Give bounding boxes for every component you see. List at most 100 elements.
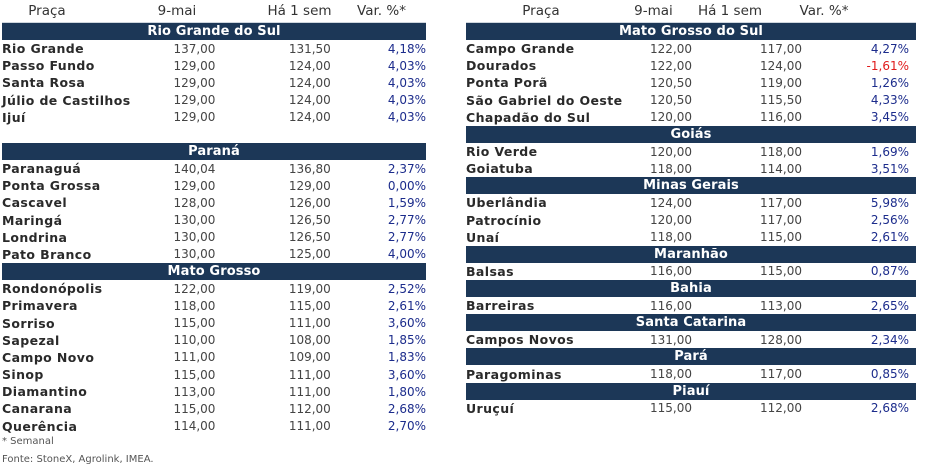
price-week-ago: 118,00 [760,144,802,159]
place-name: Balsas [466,263,514,279]
price-current: 124,00 [650,195,692,210]
region-title: Maranhão [466,245,916,263]
place-name: Paranaguá [2,161,82,177]
price-current: 137,00 [173,41,216,56]
place-name: Campo Novo [2,349,95,365]
place-name: Campos Novos [466,332,574,348]
price-week-ago: 126,50 [288,230,331,245]
price-current: 120,50 [650,93,692,108]
price-current: 111,00 [173,350,216,365]
table-row: Londrina 130,00 126,50 2,77% [2,229,426,246]
region-section: Mato Grosso do Sul Campo Grande 122,00 117,… [466,23,916,126]
table-row: Ponta Porã 120,50 119,00 1,26% [466,74,916,91]
variation-percent: 2,68% [870,401,909,416]
header-week: Há 1 sem [697,3,763,19]
table-row: Campo Grande 122,00 117,00 4,27% [466,40,916,57]
price-current: 122,00 [173,281,216,296]
price-week-ago: 115,00 [760,264,802,279]
price-current: 120,00 [650,110,692,125]
variation-percent: 4,33% [870,93,909,108]
variation-percent: 2,34% [870,332,909,347]
table-row: Campo Novo 111,00 109,00 1,83% [2,349,426,366]
place-name: Rio Verde [466,144,538,160]
table-row: Rio Verde 120,00 118,00 1,69% [466,143,916,160]
place-name: Ponta Porã [466,75,548,91]
table-row: Paranaguá 140,04 136,80 2,37% [2,160,426,177]
place-name: Unaí [466,229,500,245]
price-week-ago: 128,00 [760,332,802,347]
region-section: Pará Paragominas 118,00 117,00 0,85% [466,348,916,382]
price-current: 120,00 [650,144,692,159]
place-name: Uberlândia [466,195,548,211]
price-week-ago: 124,00 [288,110,331,125]
place-name: Rio Grande [2,41,85,57]
region-section: Bahia Barreiras 116,00 113,00 2,65% [466,280,916,314]
variation-percent: 4,03% [387,110,427,125]
table-row: Júlio de Castilhos 129,00 124,00 4,03% [2,92,426,109]
price-current: 130,00 [173,230,216,245]
price-week-ago: 124,00 [760,58,802,73]
price-week-ago: 117,00 [760,213,802,228]
region-title: Pará [466,348,916,366]
table-row: Querência 114,00 111,00 2,70% [2,418,426,435]
variation-percent: 2,52% [387,281,427,296]
region-section: Maranhão Balsas 116,00 115,00 0,87% [466,245,916,280]
region-section: Minas Gerais Uberlândia 124,00 117,00 5,98% P… [466,177,916,246]
place-name: Barreiras [466,298,535,314]
price-week-ago: 117,00 [760,195,802,210]
blank-row [2,126,426,143]
region-title: Rio Grande do Sul [2,23,426,40]
table-row: Primavera 118,00 115,00 2,61% [2,297,426,314]
price-week-ago: 111,00 [288,419,331,434]
region-section: Piauí Uruçuí 115,00 112,00 2,68% [466,382,916,417]
place-name: Ijuí [2,109,26,125]
table-row: Dourados 122,00 124,00 -1,61% [466,57,916,74]
variation-percent: 1,59% [387,195,427,210]
header-date: 9-mai [634,3,673,19]
variation-percent: 2,61% [387,298,427,313]
table-row: Diamantino 113,00 111,00 1,80% [2,383,426,400]
price-current: 122,00 [650,41,692,56]
table-row: Chapadão do Sul 120,00 116,00 3,45% [466,109,916,126]
table-row: Sapezal 110,00 108,00 1,85% [2,332,426,349]
table-row: Ijuí 129,00 124,00 4,03% [2,109,426,126]
variation-percent: 4,03% [387,75,427,90]
place-name: Sinop [2,367,44,383]
table-row: Canarana 115,00 112,00 2,68% [2,400,426,417]
price-week-ago: 124,00 [288,75,331,90]
variation-percent: 5,98% [870,195,909,210]
variation-percent: 1,80% [387,384,427,399]
variation-percent: 1,83% [387,350,427,365]
place-name: Maringá [2,212,63,228]
price-week-ago: 113,00 [760,298,802,313]
region-section: Rio Grande do Sul Rio Grande 137,00 131,50 4… [2,23,426,126]
price-week-ago: 108,00 [288,333,331,348]
table-row: Paragominas 118,00 117,00 0,85% [466,365,916,382]
place-name: Querência [2,418,78,434]
price-week-ago: 119,00 [288,281,331,296]
table-row: Goiatuba 118,00 114,00 3,51% [466,160,916,177]
price-week-ago: 112,00 [760,401,802,416]
place-name: Patrocínio [466,212,542,228]
price-current: 130,00 [173,213,216,228]
price-week-ago: 125,00 [288,247,331,262]
place-name: Primavera [2,298,78,314]
price-current: 129,00 [173,75,216,90]
table-row: Barreiras 116,00 113,00 2,65% [466,297,916,314]
place-name: Diamantino [2,384,88,400]
variation-percent: 3,51% [870,161,909,176]
region-title: Minas Gerais [466,177,916,195]
place-name: Londrina [2,229,68,245]
region-title: Piauí [466,382,916,400]
variation-percent: 3,60% [387,316,427,331]
variation-percent: 2,61% [870,230,909,245]
table-row: Ponta Grossa 129,00 129,00 0,00% [2,177,426,194]
price-week-ago: 111,00 [288,367,331,382]
header-week: Há 1 sem [267,3,332,19]
price-week-ago: 109,00 [288,350,331,365]
table-row: Maringá 130,00 126,50 2,77% [2,212,426,229]
table-row: Sinop 115,00 111,00 3,60% [2,366,426,383]
right-price-table: Praça 9-mai Há 1 sem Var. %* Mato Grosso… [466,0,916,417]
price-week-ago: 115,00 [288,298,331,313]
price-current: 116,00 [650,264,692,279]
